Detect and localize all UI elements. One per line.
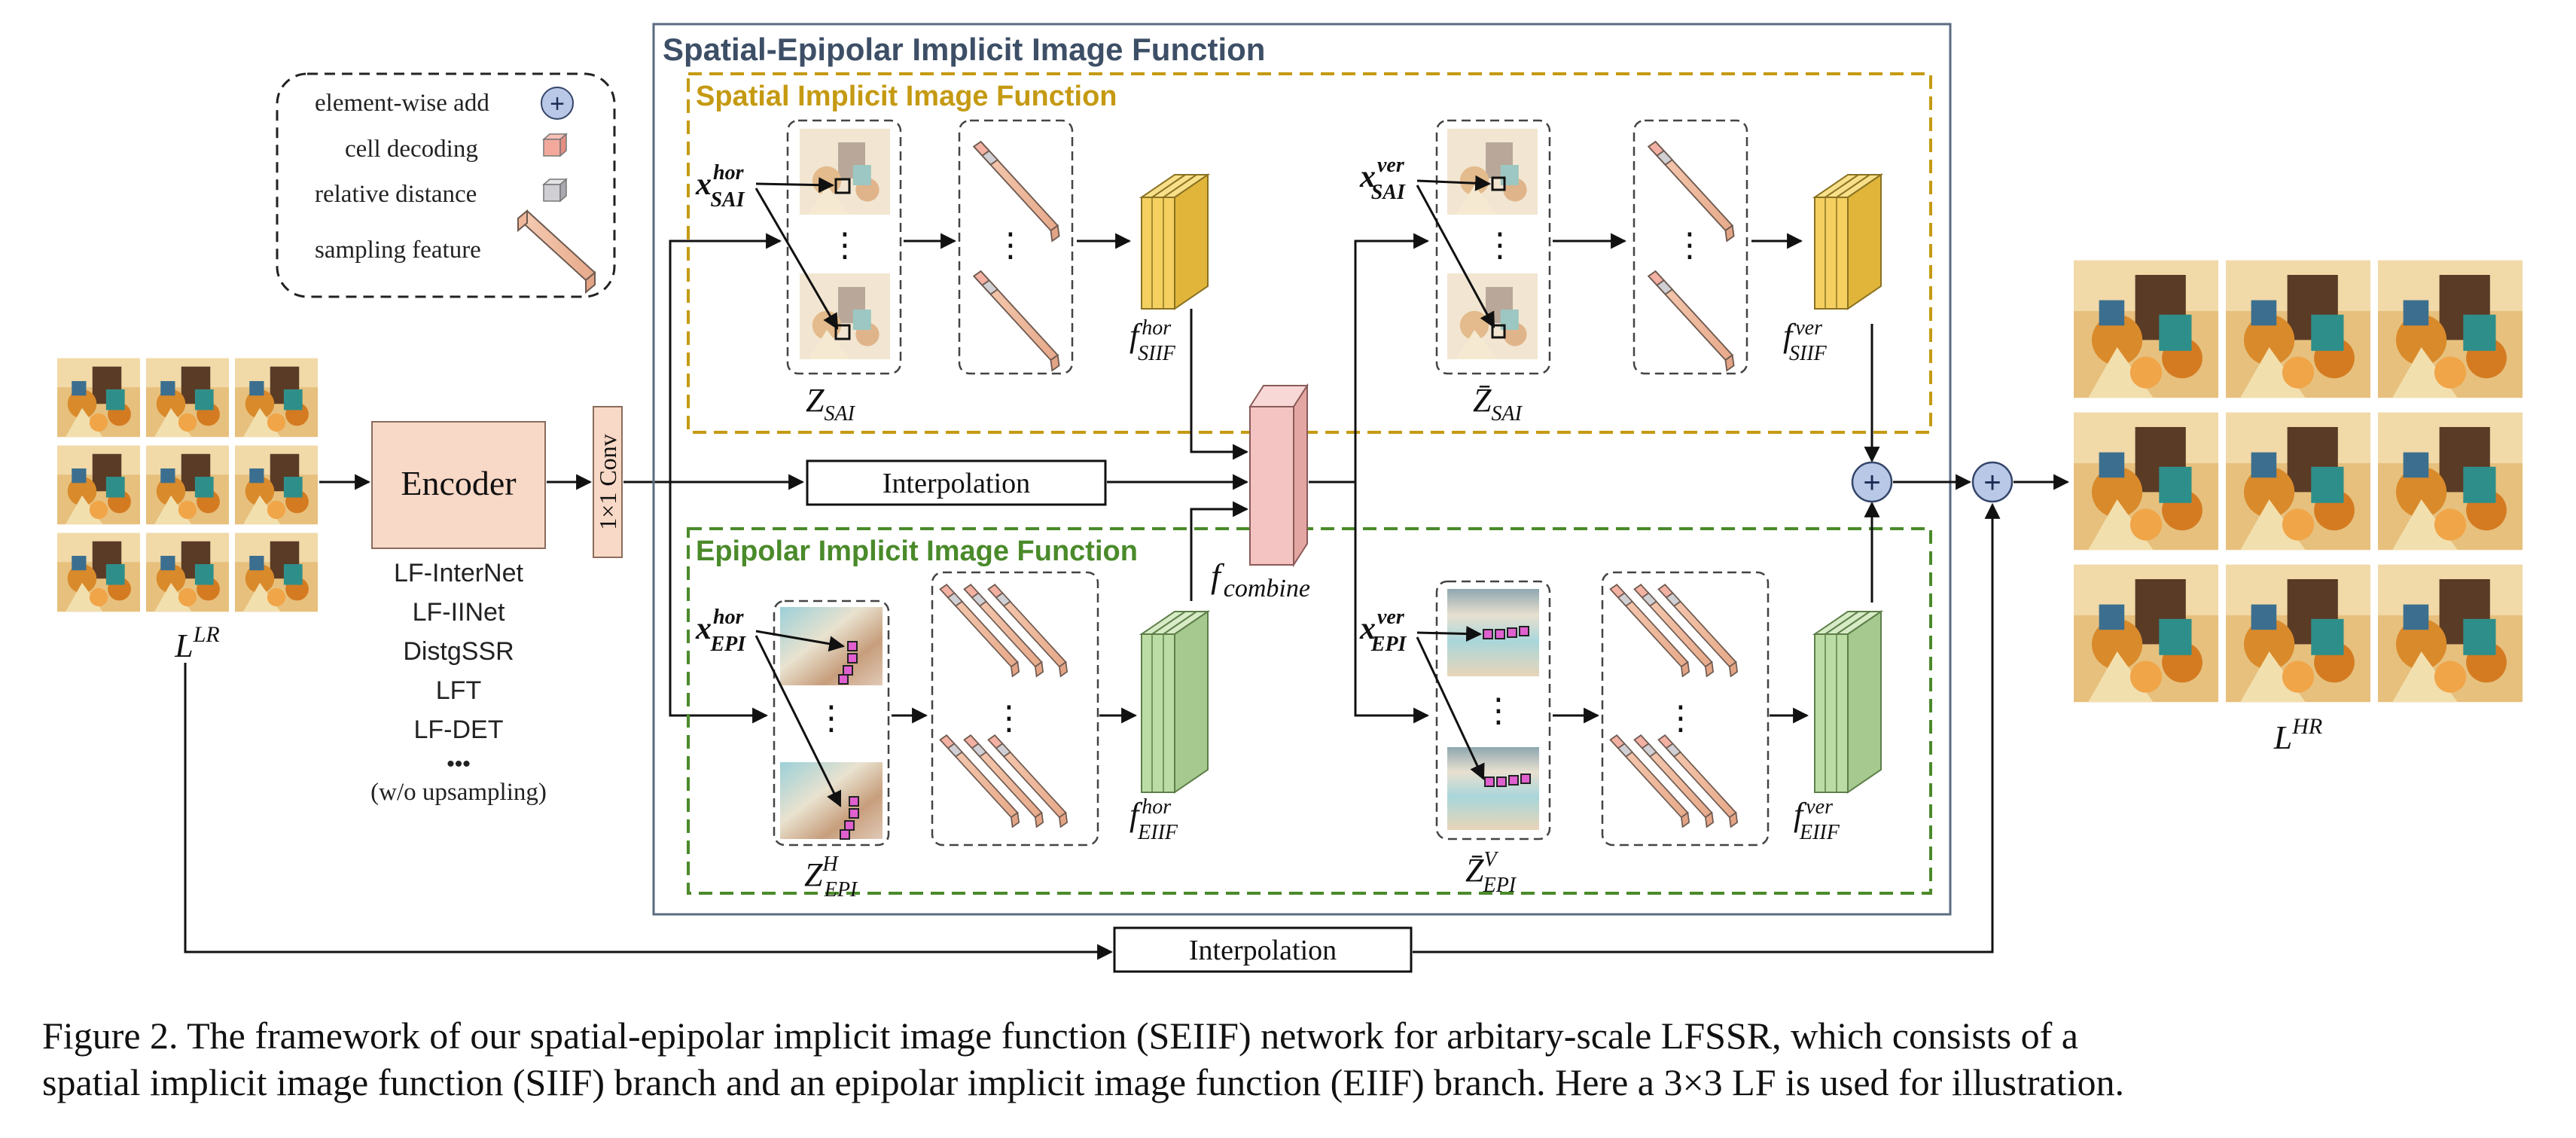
f-eiif-hor-label: f hor EIIF (1129, 795, 1178, 844)
backbone-list: LF-InterNet LF-IINet DistgSSR LFT LF-DET… (370, 559, 547, 806)
add-node-outer: + (1971, 461, 2014, 503)
svg-text:+: + (1983, 466, 2001, 499)
seiif-title: Spatial-Epipolar Implicit Image Function (663, 32, 1265, 67)
z-sai-label: ZSAI (806, 382, 856, 426)
svg-text:+: + (1863, 466, 1880, 499)
eiif-ver-features (1601, 571, 1770, 847)
add-node-inner: + (1851, 461, 1893, 503)
svg-text:Interpolation: Interpolation (1189, 935, 1337, 966)
relative-distance-icon (542, 178, 568, 203)
caption-line-2: spatial implicit image function (SIIF) b… (42, 1061, 2124, 1103)
interp-middle: Interpolation (806, 459, 1107, 506)
legend-rel-label: relative distance (315, 181, 477, 208)
encoder-block: Encoder (371, 421, 546, 549)
svg-text:1×1 Conv: 1×1 Conv (594, 434, 621, 529)
svg-text:⋮: ⋮ (1482, 692, 1515, 729)
output-lf-grid (2074, 260, 2523, 703)
siif-hor-block (1139, 173, 1211, 310)
svg-text:LF-IINet: LF-IINet (413, 598, 505, 627)
svg-text:(w/o upsampling): (w/o upsampling) (370, 779, 547, 806)
siif-ver-features (1632, 119, 1748, 375)
svg-text:⋮: ⋮ (1673, 227, 1706, 264)
f-siif-hor-label: f hor SIIF (1129, 316, 1176, 365)
plus-icon: + (541, 87, 574, 120)
x-sai-ver-label: xver SAI (1359, 154, 1406, 204)
caption-line-1: Figure 2. The framework of our spatial-e… (42, 1014, 2078, 1057)
svg-text:LFT: LFT (436, 676, 481, 705)
svg-text:⋮: ⋮ (1483, 227, 1517, 264)
siif-box (687, 72, 1932, 434)
svg-text:+: + (550, 90, 565, 118)
z-epi-bar-stack (1435, 580, 1551, 841)
output-label: LHR (2273, 714, 2322, 756)
seiif-box (652, 23, 1952, 916)
x-epi-hor-label: xhor EPI (695, 606, 746, 656)
eiif-ver-block (1812, 610, 1884, 794)
combine-block (1248, 383, 1309, 568)
siif-ver-block (1812, 173, 1884, 310)
z-epi-bar-label: Z̄V EPI (1465, 848, 1517, 897)
z-sai-bar-stack (1435, 119, 1551, 375)
eiif-hor-block (1139, 610, 1211, 794)
z-epi-stack (773, 600, 890, 847)
svg-text:⋮: ⋮ (815, 700, 848, 737)
conv-block: 1×1 Conv (593, 406, 623, 558)
figure-caption: Figure 2. The framework of our spatial-e… (42, 1012, 2535, 1106)
siif-hor-features (958, 119, 1074, 375)
cell-decoding-icon (542, 133, 568, 157)
svg-text:DistgSSR: DistgSSR (403, 637, 514, 666)
z-sai-bar-label: Z̄SAI (1473, 382, 1523, 426)
eiif-box (687, 527, 1932, 895)
eiif-hor-features (931, 571, 1099, 847)
legend: element-wise add + cell decoding relativ… (276, 72, 616, 298)
svg-text:LF-InterNet: LF-InterNet (394, 559, 523, 587)
siif-title: Spatial Implicit Image Function (696, 81, 1117, 112)
legend-samp-label: sampling feature (315, 236, 481, 264)
interp-bottom: Interpolation (1113, 926, 1413, 973)
z-sai-stack (786, 119, 902, 375)
svg-text:LF-DET: LF-DET (414, 715, 504, 744)
sampling-feature-icon (517, 209, 596, 294)
f-siif-ver-label: f ver SIIF (1783, 316, 1828, 365)
f-eiif-ver-label: f ver EIIF (1794, 795, 1840, 844)
z-epi-label: ZH EPI (804, 853, 858, 902)
legend-add-label: element-wise add (315, 90, 489, 117)
x-epi-ver-label: xver EPI (1359, 606, 1407, 656)
legend-cell-label: cell decoding (345, 136, 478, 163)
svg-text:Encoder: Encoder (401, 464, 516, 502)
svg-text:⋮: ⋮ (1664, 700, 1697, 737)
svg-text:⋮: ⋮ (992, 700, 1026, 737)
eiif-title: Epipolar Implicit Image Function (696, 535, 1138, 567)
seiif-diagram: element-wise add + cell decoding relativ… (57, 23, 2523, 973)
x-sai-hor-label: xhor SAI (695, 161, 745, 212)
svg-text:⋮: ⋮ (828, 227, 861, 264)
input-lf-grid (57, 358, 318, 612)
svg-text:•••: ••• (447, 752, 471, 776)
svg-text:Interpolation: Interpolation (883, 468, 1030, 499)
input-label: LLR (174, 622, 220, 664)
svg-text:⋮: ⋮ (994, 227, 1027, 264)
